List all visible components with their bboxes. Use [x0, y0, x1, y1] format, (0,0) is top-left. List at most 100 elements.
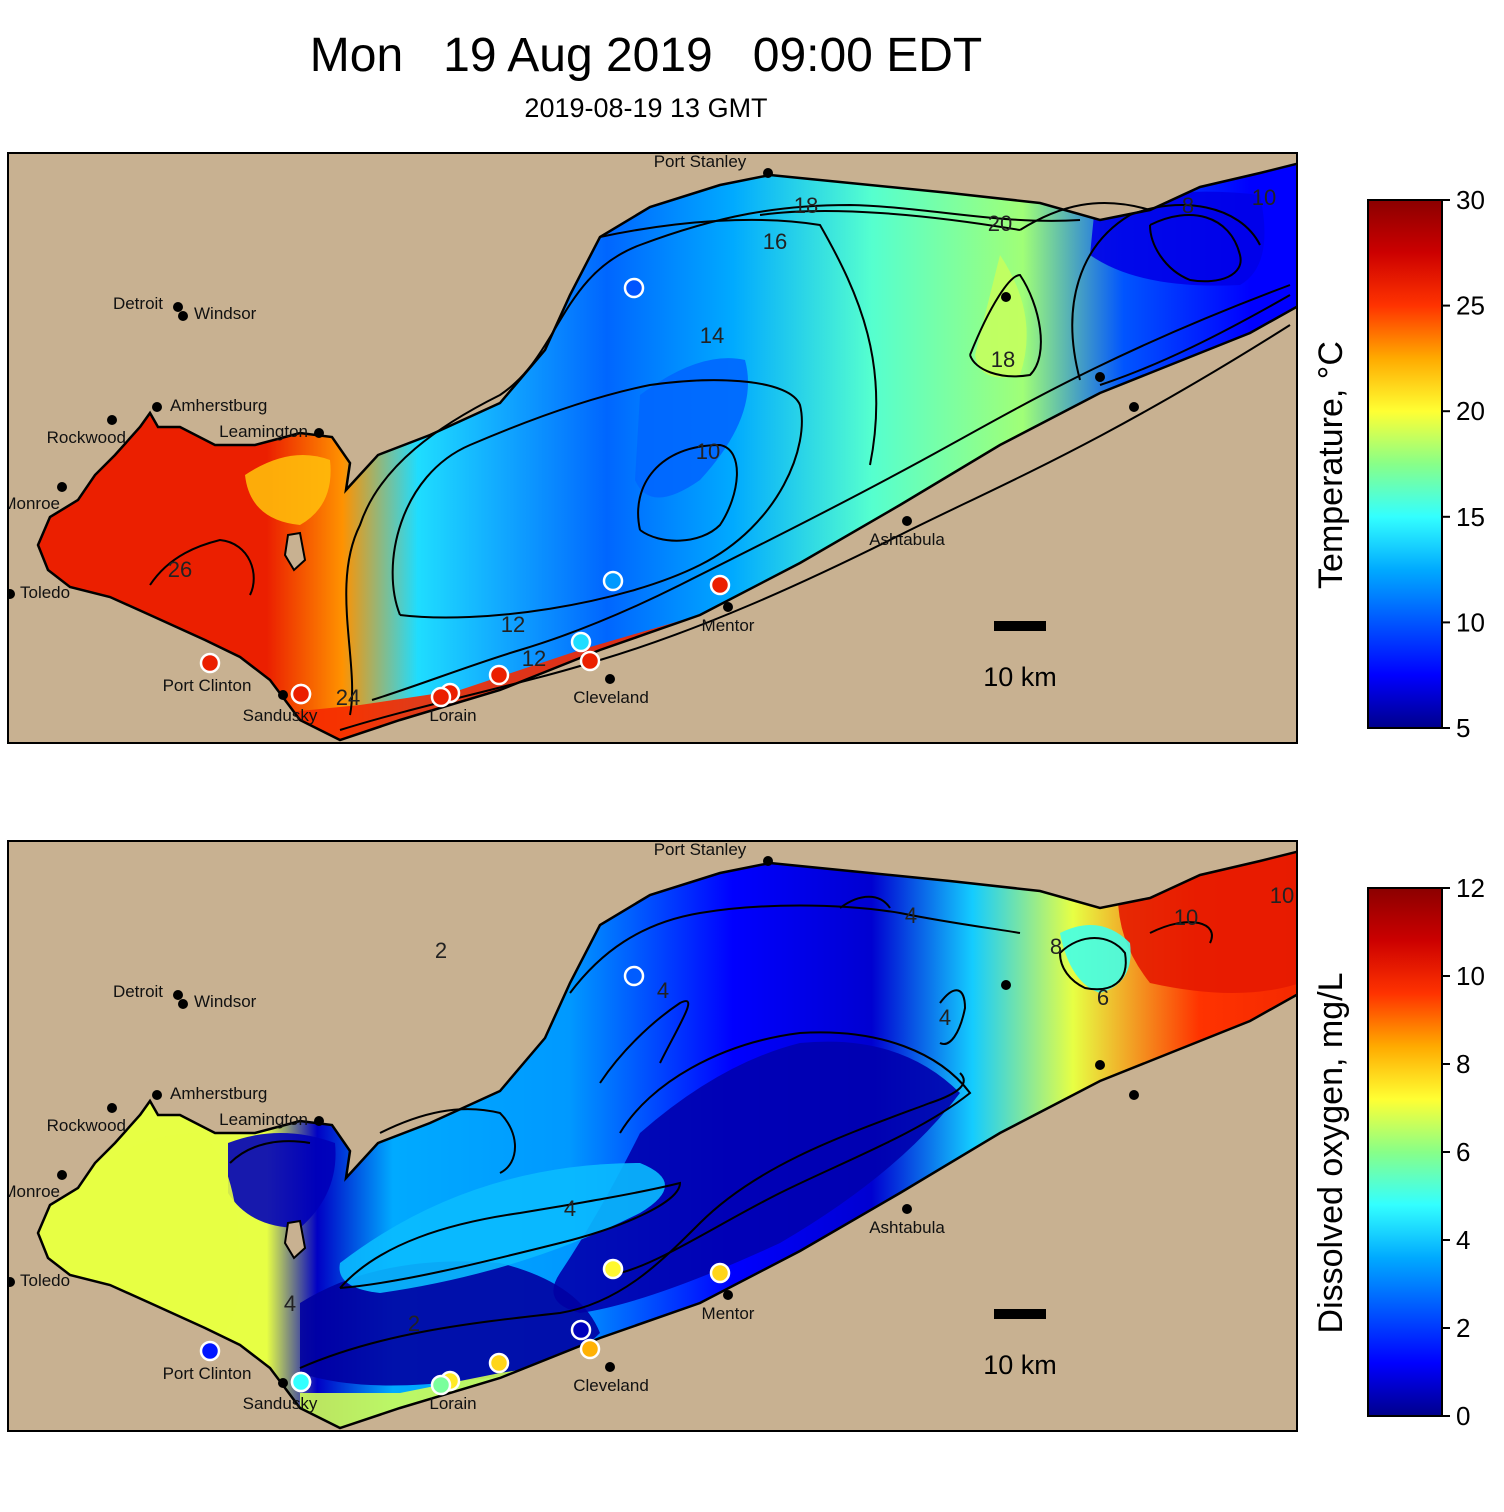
station-marker	[199, 1340, 221, 1362]
contour-label: 4	[564, 1196, 576, 1221]
shoreline	[36, 850, 1297, 1430]
map-frame	[7, 152, 1298, 744]
city-dot	[107, 1103, 117, 1113]
map-frame	[7, 840, 1298, 1432]
city-label: Ashtabula	[869, 530, 945, 549]
contour-label: 2	[408, 1311, 420, 1336]
contour-label: 8	[1182, 193, 1194, 218]
contour-line	[391, 379, 803, 619]
city-dot	[723, 1290, 733, 1300]
contour-line	[1059, 937, 1127, 991]
station-marker	[579, 1338, 601, 1360]
temperature-map: 18 20 16 8 10 12 14 18 10 26 12 24 Port Stanley Detr…	[2, 152, 1485, 744]
city-dot	[314, 428, 324, 438]
city-label: Rockwood	[47, 428, 126, 447]
contour-label: 14	[700, 323, 724, 348]
city-dot	[605, 674, 615, 684]
station-marker	[199, 652, 221, 674]
city-label: Ashtabula	[869, 1218, 945, 1237]
contour-label: 12	[501, 612, 525, 637]
station-marker	[570, 1319, 592, 1341]
city-dot	[152, 402, 162, 412]
contour-label: 10	[1270, 883, 1294, 908]
colorbar-tick-label: 4	[1456, 1225, 1470, 1255]
contour-line	[299, 1072, 965, 1369]
contour-label: 8	[1050, 934, 1062, 959]
city-label: Windsor	[194, 992, 257, 1011]
city-label: Sandusky	[243, 1394, 318, 1413]
contour-line	[637, 443, 738, 542]
contour-label: 18	[991, 347, 1015, 372]
city-label: Cleveland	[573, 688, 649, 707]
contour-line	[569, 904, 1021, 994]
contour-label: 16	[763, 229, 787, 254]
contour-line	[839, 895, 891, 909]
field-region	[339, 1163, 665, 1293]
city-dot	[57, 482, 67, 492]
city-label: Detroit	[113, 294, 163, 313]
contour-line	[339, 324, 1291, 731]
city-dot	[8, 1277, 15, 1287]
city-dot	[902, 1204, 912, 1214]
scale-bar	[994, 1309, 1046, 1319]
scale-bar-label: 10 km	[983, 1350, 1057, 1380]
contour-label: 10	[1252, 185, 1276, 210]
field-region	[1090, 191, 1265, 286]
station-marker	[623, 277, 645, 299]
contour-label: 12	[522, 646, 546, 671]
contour-line	[1149, 214, 1242, 283]
city-dot	[107, 415, 117, 425]
island	[283, 1219, 307, 1260]
city-label: Monroe	[2, 1182, 60, 1201]
colorbar: 0 2 4 6 8 10 12	[1367, 873, 1485, 1431]
city-dot	[278, 690, 288, 700]
city-dot	[57, 1170, 67, 1180]
city-label: Monroe	[2, 494, 60, 513]
station-marker	[290, 1371, 312, 1393]
city-dot	[723, 602, 733, 612]
city-dot	[1001, 980, 1011, 990]
city-label: Toledo	[20, 1271, 70, 1290]
colorbar-tick-label: 12	[1456, 873, 1485, 903]
colorbar-tick-label: 2	[1456, 1313, 1470, 1343]
colorbar-tick-label: 5	[1456, 713, 1470, 743]
contour-line	[1071, 204, 1261, 381]
island	[283, 531, 307, 572]
colorbar-ramp	[1367, 199, 1443, 729]
city-dot	[8, 589, 15, 599]
city-label: Rockwood	[47, 1116, 126, 1135]
colorbar-tick-label: 30	[1456, 185, 1485, 215]
station-marker	[709, 1262, 731, 1284]
contour-line	[619, 1031, 972, 1274]
city-label: Amherstburg	[170, 1084, 267, 1103]
contour-line	[339, 1181, 682, 1289]
station-marker	[290, 683, 312, 705]
colorbar-label: Dissolved oxygen, mg/L	[1312, 973, 1350, 1334]
field-region	[300, 1261, 600, 1386]
city-label: Mentor	[702, 1304, 755, 1323]
city-label: Cleveland	[573, 1376, 649, 1395]
station-marker	[488, 664, 510, 686]
colorbar: 5 10 15 20 25 30	[1367, 185, 1485, 743]
city-dot	[1129, 1090, 1139, 1100]
city-label: Windsor	[194, 304, 257, 323]
map-title: Mon 19 Aug 2019 09:00 EDT	[309, 29, 983, 82]
city-dot	[173, 990, 183, 1000]
station-marker	[602, 570, 624, 592]
city-label: Port Clinton	[163, 1364, 252, 1383]
contour-line	[759, 209, 1021, 231]
city-label: Mentor	[702, 616, 755, 635]
city-label: Leamington	[219, 422, 308, 441]
city-dot	[1129, 402, 1139, 412]
city-dot	[1001, 292, 1011, 302]
city-label: Leamington	[219, 1110, 308, 1129]
scale-bar	[994, 621, 1046, 631]
city-label: Port Clinton	[163, 676, 252, 695]
contour-line	[1149, 921, 1213, 944]
contour-label: 4	[284, 1291, 296, 1316]
contour-label: 20	[988, 211, 1012, 236]
station-marker	[570, 631, 592, 653]
city-label: Amherstburg	[170, 396, 267, 415]
colorbar-tick-label: 10	[1456, 961, 1485, 991]
city-dot	[1095, 372, 1105, 382]
